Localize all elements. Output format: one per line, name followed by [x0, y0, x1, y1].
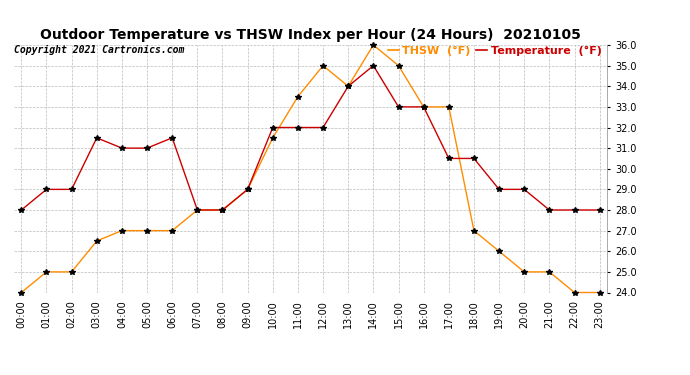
Text: Copyright 2021 Cartronics.com: Copyright 2021 Cartronics.com — [14, 45, 184, 55]
Title: Outdoor Temperature vs THSW Index per Hour (24 Hours)  20210105: Outdoor Temperature vs THSW Index per Ho… — [40, 28, 581, 42]
Legend: THSW  (°F), Temperature  (°F): THSW (°F), Temperature (°F) — [388, 46, 602, 56]
